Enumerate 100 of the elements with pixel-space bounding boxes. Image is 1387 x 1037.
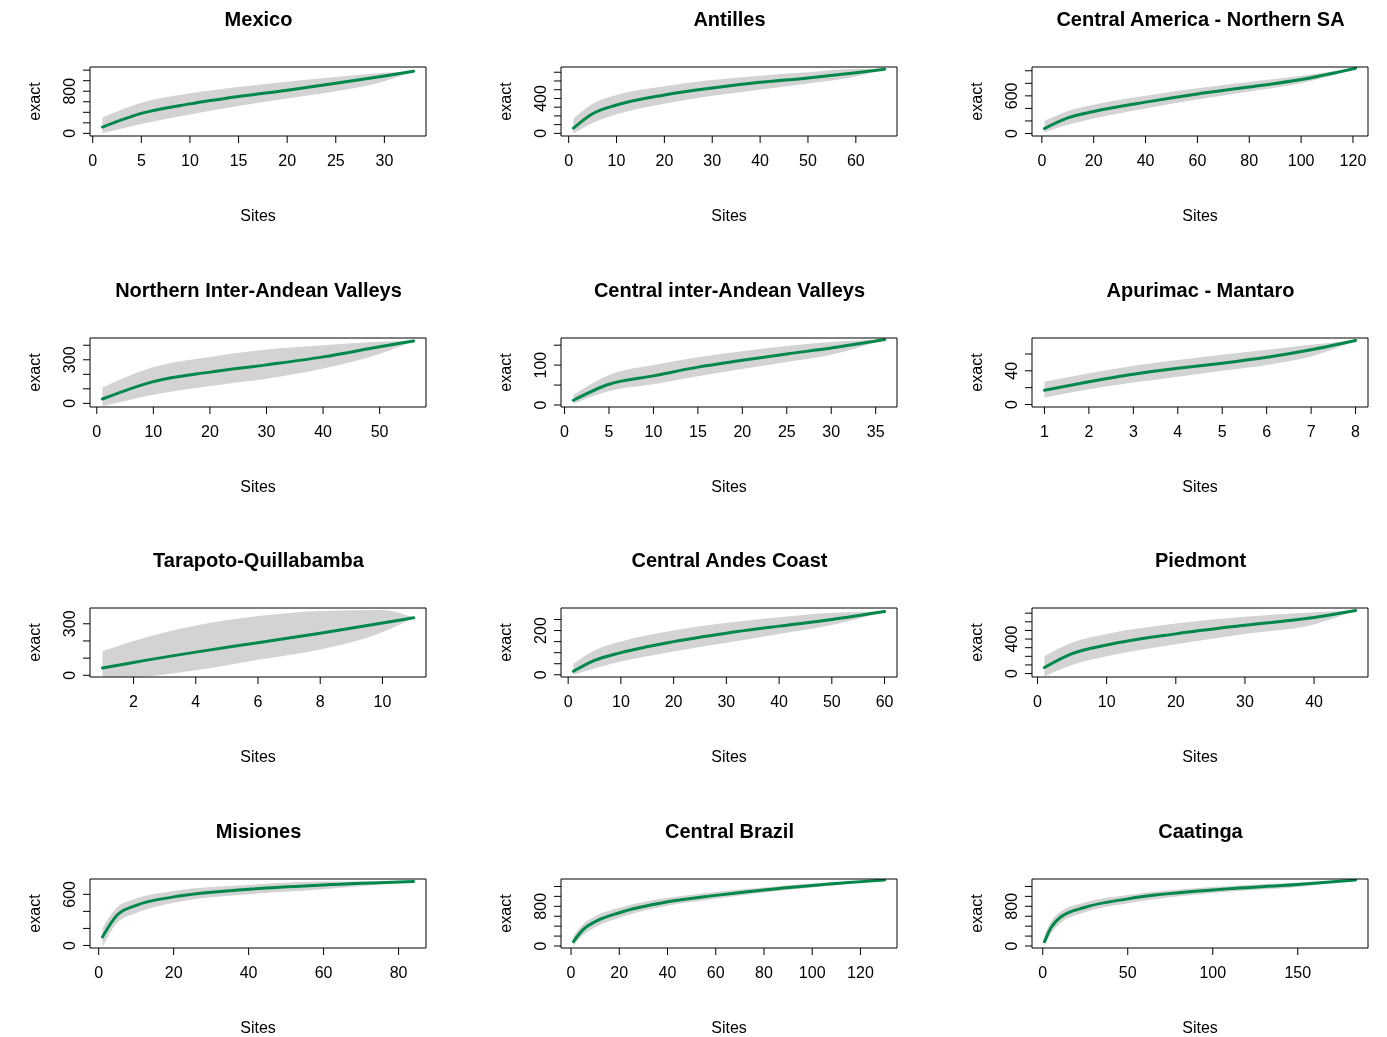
x-tick-label: 0 [564, 152, 574, 170]
x-tick-label: 120 [847, 963, 874, 981]
x-tick-label: 40 [314, 422, 333, 440]
x-tick-label: 15 [229, 152, 248, 170]
chart-title: Central America - Northern SA [1055, 8, 1346, 31]
x-tick-label: 50 [822, 693, 841, 711]
x-tick-label: 10 [373, 693, 392, 711]
y-tick-label: 800 [61, 77, 78, 105]
x-tick-label: 40 [239, 963, 258, 981]
x-tick-label: 5 [136, 152, 146, 170]
x-tick-label: 0 [563, 693, 573, 711]
x-axis-title: Sites [711, 477, 747, 495]
x-tick-label: 60 [1188, 152, 1207, 170]
y-axis-title: exact [25, 81, 43, 121]
chart-title: Antilles [692, 8, 767, 31]
x-tick-label: 80 [389, 963, 408, 981]
x-axis-title: Sites [711, 1018, 747, 1036]
chart-title: Central inter-Andean Valleys [592, 278, 867, 302]
x-tick-label: 20 [278, 152, 297, 170]
x-tick-label: 4 [1173, 422, 1183, 440]
x-tick-label: 40 [770, 693, 789, 711]
y-tick-label: 0 [61, 128, 78, 138]
chart-title: Apurimac - Mantaro [1105, 278, 1296, 302]
x-tick-label: 3 [1128, 422, 1138, 440]
y-axis-title: exact [967, 893, 985, 933]
x-tick-label: 10 [181, 152, 199, 170]
x-tick-label: 60 [314, 963, 333, 981]
x-tick-label: 0 [560, 422, 570, 440]
x-tick-label: 0 [1038, 963, 1048, 981]
x-tick-label: 50 [1118, 963, 1137, 981]
y-axis-title: exact [496, 352, 514, 392]
x-axis-title: Sites [1182, 207, 1218, 224]
x-tick-label: 10 [644, 422, 663, 440]
x-tick-label: 80 [1240, 152, 1259, 170]
x-tick-label: 6 [1262, 422, 1272, 440]
x-tick-label: 10 [612, 693, 630, 711]
x-tick-label: 100 [1287, 152, 1315, 170]
y-axis-title: exact [967, 81, 985, 121]
x-tick-label: 25 [777, 422, 796, 440]
x-tick-label: 8 [315, 693, 325, 711]
y-axis-title: exact [25, 352, 43, 392]
chart-title: Piedmont [1153, 549, 1248, 572]
x-tick-label: 30 [703, 152, 722, 170]
x-axis-title: Sites [240, 207, 276, 224]
x-tick-label: 7 [1306, 422, 1316, 440]
y-tick-label: 0 [532, 128, 549, 138]
x-tick-label: 10 [607, 152, 626, 170]
x-tick-label: 60 [706, 963, 725, 981]
chart-title: Caatinga [1157, 819, 1244, 843]
y-axis-title: exact [496, 893, 514, 933]
x-tick-label: 100 [798, 963, 826, 981]
x-tick-label: 60 [875, 693, 894, 711]
x-tick-label: 100 [1199, 963, 1227, 981]
y-tick-label: 0 [532, 670, 549, 680]
x-tick-label: 20 [733, 422, 752, 440]
y-axis-title: exact [496, 81, 514, 121]
x-tick-label: 4 [191, 693, 201, 711]
chart-title: Central Brazil [664, 819, 795, 843]
y-tick-label: 0 [1003, 669, 1020, 678]
x-tick-label: 10 [1097, 693, 1116, 711]
x-tick-label: 20 [164, 963, 183, 981]
y-axis-title: exact [967, 352, 985, 392]
y-axis-title: exact [496, 622, 514, 662]
x-tick-label: 35 [866, 422, 885, 440]
y-tick-label: 600 [1003, 82, 1020, 110]
y-tick-label: 800 [1003, 892, 1020, 920]
x-tick-label: 30 [717, 693, 736, 711]
x-tick-label: 10 [144, 422, 163, 440]
y-tick-label: 200 [532, 617, 549, 644]
chart-title: Tarapoto-Quillabamba [152, 549, 365, 572]
x-tick-label: 0 [1033, 693, 1043, 711]
x-tick-label: 30 [375, 152, 394, 170]
line-series [100, 616, 416, 670]
y-tick-label: 400 [532, 85, 549, 112]
x-axis-title: Sites [711, 207, 747, 224]
x-tick-label: 1 [1039, 422, 1049, 440]
y-tick-label: 400 [1003, 625, 1020, 653]
x-tick-label: 40 [658, 963, 677, 981]
y-tick-label: 0 [1003, 940, 1020, 950]
y-tick-label: 0 [532, 399, 549, 409]
x-tick-label: 6 [253, 693, 263, 711]
chart-title: Central Andes Coast [630, 549, 829, 572]
y-tick-label: 0 [1003, 128, 1020, 138]
y-tick-label: 100 [532, 351, 549, 378]
y-tick-label: 0 [532, 940, 549, 950]
x-tick-label: 20 [1166, 693, 1185, 711]
x-axis-title: Sites [240, 477, 276, 495]
x-tick-label: 40 [1305, 693, 1324, 711]
x-tick-label: 0 [88, 152, 98, 170]
x-tick-label: 8 [1351, 422, 1361, 440]
x-tick-label: 120 [1339, 152, 1367, 170]
x-tick-label: 30 [1236, 693, 1254, 711]
y-axis-title: exact [967, 622, 985, 662]
x-tick-label: 30 [257, 422, 276, 440]
y-tick-label: 0 [61, 398, 78, 408]
chart-title: Northern Inter-Andean Valleys [114, 278, 403, 302]
x-tick-label: 50 [799, 152, 817, 170]
x-tick-label: 20 [610, 963, 629, 981]
x-axis-title: Sites [240, 748, 276, 765]
x-tick-label: 5 [604, 422, 614, 440]
